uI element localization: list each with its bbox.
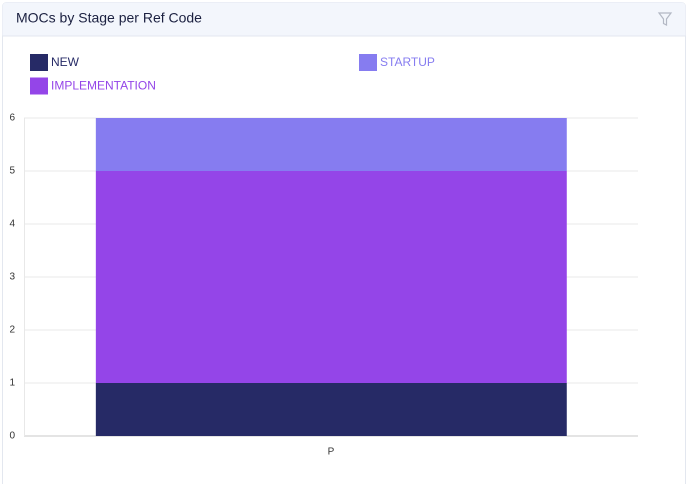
legend-swatch xyxy=(30,54,48,71)
legend-swatch xyxy=(359,54,377,71)
y-tick-label: 1 xyxy=(9,378,15,389)
y-tick-label: 0 xyxy=(9,431,15,442)
y-tick-label: 4 xyxy=(9,219,15,230)
bar-segment xyxy=(95,171,567,383)
card-header xyxy=(2,2,686,36)
bar-segment xyxy=(95,118,567,171)
x-tick-label: P xyxy=(328,447,335,458)
y-tick-label: 3 xyxy=(9,272,15,283)
y-tick-label: 5 xyxy=(9,166,15,177)
bar-segment xyxy=(95,383,567,436)
y-tick-label: 2 xyxy=(9,325,15,336)
legend-swatch xyxy=(30,77,48,95)
legend-label: NEW xyxy=(51,55,80,69)
legend-label: STARTUP xyxy=(380,55,435,69)
y-tick-label: 6 xyxy=(9,113,15,124)
chart-title: MOCs by Stage per Ref Code xyxy=(16,10,202,26)
filter-icon[interactable] xyxy=(657,12,673,26)
legend-label: IMPLEMENTATION xyxy=(51,79,156,93)
